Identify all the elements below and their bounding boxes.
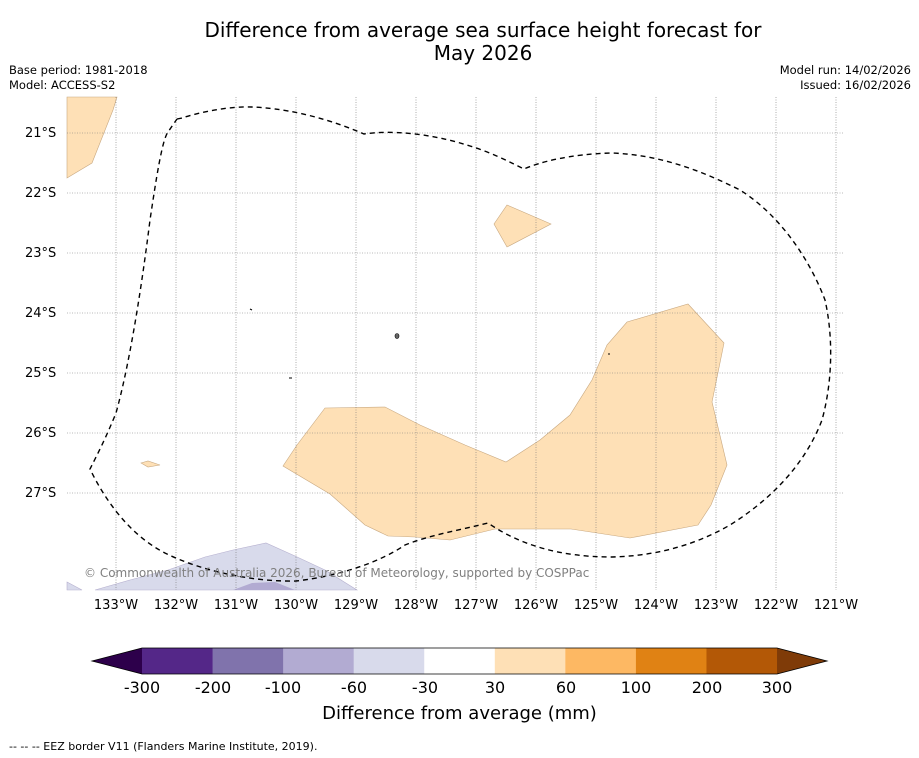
lat-label: 22°S [25,186,57,201]
model-run: Model run: 14/02/2026 [779,63,911,77]
lat-label: 25°S [25,366,57,381]
lon-label: 131°W [213,598,259,613]
colorbar-segment [424,648,496,674]
colorbar-extend-low [92,648,142,674]
anomaly-region-negative-strong [233,582,295,590]
lon-label: 128°W [393,598,439,613]
map-title: Difference from average sea surface heig… [0,19,919,65]
colorbar-segment [494,648,566,674]
colorbar-tick-label: 200 [691,678,723,697]
lat-label: 21°S [25,126,57,141]
anomaly-fills [66,96,728,591]
islands [249,308,610,379]
anomaly-region-positive [282,303,728,541]
colorbar [90,647,829,675]
lon-label: 126°W [513,598,559,613]
colorbar-segment [142,648,214,674]
colorbar-segment [706,648,778,674]
lon-label: 123°W [693,598,739,613]
lon-label: 121°W [813,598,859,613]
lon-label: 133°W [93,598,139,613]
base-period: Base period: 1981-2018 [9,63,148,77]
anomaly-region-negative [94,542,359,591]
meta-right: Model run: 14/02/2026 Issued: 16/02/2026 [780,63,911,93]
lon-label: 129°W [333,598,379,613]
colorbar-tick-label: 100 [620,678,652,697]
lat-label: 27°S [25,486,57,501]
lon-label: 124°W [633,598,679,613]
lat-label: 24°S [25,306,57,321]
eez-border [89,106,832,582]
colorbar-tick-label: -200 [194,678,232,697]
model-name: Model: ACCESS-S2 [9,78,116,92]
colorbar-tick-label: -30 [411,678,439,697]
lon-label: 125°W [573,598,619,613]
colorbar-tick-label: 300 [761,678,793,697]
colorbar-segment [565,648,637,674]
colorbar-extend-high [777,648,827,674]
colorbar-label: Difference from average (mm) [322,703,597,724]
anomaly-region-positive [140,460,161,468]
anomaly-region-negative [66,581,83,591]
anomaly-region-positive [66,96,118,179]
colorbar-tick-label: -100 [264,678,302,697]
lon-label: 132°W [153,598,199,613]
lon-label: 127°W [453,598,499,613]
eez-legend-note: -- -- -- EEZ border V11 (Flanders Marine… [9,740,318,753]
copyright-notice: © Commonwealth of Australia 2026, Bureau… [84,566,590,580]
lat-label: 26°S [25,426,57,441]
lat-label: 23°S [25,246,57,261]
issued-date: Issued: 16/02/2026 [800,78,911,92]
colorbar-outline [90,647,829,675]
lon-label: 130°W [273,598,319,613]
colorbar-segment [283,648,355,674]
colorbar-tick-label: -60 [340,678,368,697]
colorbar-segment [212,648,284,674]
title-line-2: May 2026 [433,41,533,65]
colorbar-tick-label: -300 [123,678,161,697]
lon-label: 122°W [753,598,799,613]
colorbar-tick-label: 30 [484,678,506,697]
colorbar-tick-label: 60 [555,678,577,697]
colorbar-segment [353,648,425,674]
title-line-1: Difference from average sea surface heig… [204,18,762,42]
meta-left: Base period: 1981-2018 Model: ACCESS-S2 [9,63,148,93]
island [394,333,400,339]
anomaly-region-positive [493,204,552,248]
colorbar-segment [635,648,707,674]
graticule [67,97,843,590]
island [249,308,253,311]
